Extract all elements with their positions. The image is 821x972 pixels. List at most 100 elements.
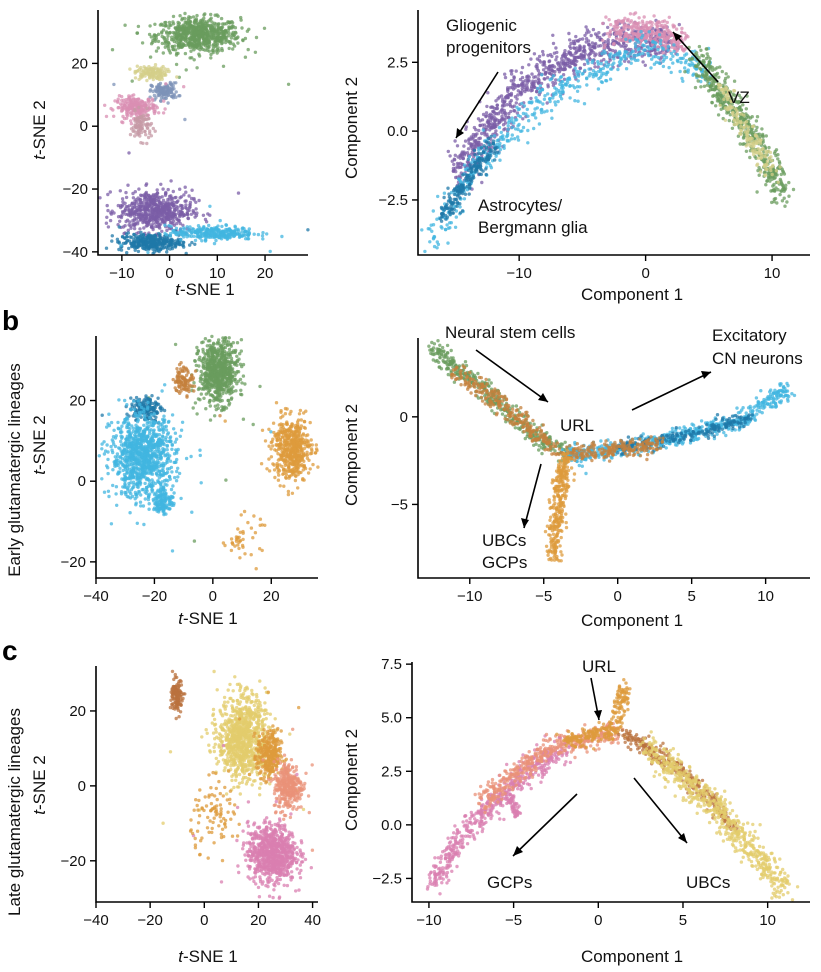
point-a-traj-0-475: [584, 25, 588, 29]
point-a-traj-1-258: [618, 38, 622, 43]
point-a-tsne-5-342: [109, 211, 113, 215]
point-a-tsne-0-285: [188, 56, 192, 60]
point-a-traj-4-152: [727, 118, 731, 123]
point-a-traj-2-445: [510, 125, 514, 130]
point-a-traj-1-50: [637, 16, 641, 20]
point-a-traj-3-178: [458, 202, 462, 206]
point-a-traj-2-438: [594, 73, 598, 78]
point-a-tsne-0-o0: [110, 48, 115, 52]
point-a-traj-5-57: [739, 124, 743, 129]
point-a-tsne-0-414: [227, 46, 231, 51]
point-a-tsne-7-262: [233, 233, 237, 237]
point-a-traj-0-688: [555, 55, 559, 59]
point-a-tsne-5-595: [136, 196, 140, 200]
point-a-traj-2-27: [513, 137, 517, 141]
point-a-traj-4-382: [717, 97, 721, 102]
point-a-traj-2-133: [672, 43, 676, 47]
point-a-traj-4-257: [745, 115, 749, 120]
point-a-tsne-5-522: [162, 204, 166, 209]
point-a-traj-2-256: [516, 138, 521, 142]
point-a-tsne-1-o1: [175, 75, 179, 79]
point-a-traj-4-137: [699, 85, 703, 89]
point-a-traj-2-403: [541, 102, 545, 106]
point-a-tsne-5-258: [183, 199, 187, 203]
point-a-traj-2-129: [423, 249, 427, 254]
point-a-tsne-5-o9: [128, 211, 133, 215]
point-a-traj-0-651: [530, 84, 534, 89]
point-a-tsne-7-254: [212, 241, 217, 246]
point-a-tsne-5-578: [165, 206, 170, 210]
point-a-traj-4-439: [774, 172, 778, 177]
point-a-traj-0-791: [524, 88, 529, 92]
point-a-traj-0-866: [583, 52, 587, 56]
point-a-tsne-0-200: [195, 13, 199, 18]
point-a-traj-0-677: [568, 65, 572, 69]
point-a-traj-4-464: [772, 151, 777, 155]
point-a-traj-0-607: [509, 98, 513, 103]
point-a-tsne-3-206: [140, 107, 144, 111]
point-a-tsne-3-182: [140, 100, 145, 104]
point-a-tsne-4-o0: [146, 126, 150, 130]
point-a-traj-4-203: [710, 100, 714, 105]
point-a-tsne-5-216: [192, 198, 196, 202]
point-a-traj-0-438: [481, 112, 486, 117]
point-a-traj-2-435: [651, 40, 655, 44]
point-a-traj-0-374: [486, 91, 490, 95]
point-a-tsne-0-636: [163, 24, 167, 28]
point-a-tsne-7-245: [243, 229, 248, 234]
point-a-traj-4-483: [738, 142, 742, 146]
point-a-tsne-5-117: [194, 200, 198, 204]
point-a-traj-3-174: [488, 149, 492, 154]
point-a-tsne-3-213: [151, 106, 155, 111]
point-a-traj-2-436: [676, 59, 680, 64]
point-a-traj-5-85: [770, 172, 774, 177]
point-a-traj-4-422: [711, 94, 715, 98]
point-a-traj-2-465: [651, 55, 656, 59]
point-a-tsne-2-108: [157, 93, 161, 98]
point-a-tsne-7-207: [241, 226, 245, 230]
point-a-traj-2-214: [506, 124, 510, 128]
point-a-tsne-7-o5: [119, 243, 123, 247]
point-a-tsne-0-607: [197, 24, 201, 29]
point-a-traj-0-496: [511, 83, 515, 87]
point-a-tsne-0-650: [193, 44, 197, 48]
point-a-tsne-2-101: [170, 94, 174, 99]
point-a-tsne-4-79: [138, 115, 143, 120]
point-a-traj-2-405: [506, 131, 510, 136]
point-a-tsne-6-293: [150, 239, 155, 244]
point-a-traj-2-249: [602, 49, 606, 53]
point-a-tsne-5-305: [132, 218, 137, 222]
point-a-tsne-5-489: [180, 206, 184, 210]
point-a-traj-0-385: [516, 93, 520, 97]
point-a-traj-2-181: [498, 141, 502, 146]
point-a-tsne-3-103: [120, 94, 124, 99]
point-a-traj-0-823: [537, 58, 541, 62]
point-a-traj-5-83: [723, 106, 728, 110]
point-a-traj-0-676: [582, 44, 586, 49]
point-a-tsne-0-419: [164, 30, 169, 34]
point-a-traj-1-236: [672, 24, 677, 28]
point-a-traj-1-142: [667, 15, 671, 19]
point-a-tsne-0-317: [171, 22, 176, 26]
point-a-tsne-0-620: [191, 35, 195, 39]
point-a-tsne-3-199: [151, 98, 155, 103]
point-a-traj-2-319: [608, 77, 613, 81]
point-a-tsne-0-684: [224, 31, 229, 35]
point-a-traj-4-376: [708, 88, 712, 92]
point-a-traj-2-47: [492, 134, 497, 138]
point-a-tsne-5-547: [121, 225, 126, 229]
point-a-tsne-5-348: [108, 190, 113, 194]
point-a-tsne-0-645: [203, 26, 208, 30]
point-a-tsne-3-158: [125, 114, 130, 118]
point-a-tsne-3-193: [127, 107, 132, 111]
point-a-traj-2-461: [634, 37, 638, 41]
point-a-tsne-0-667: [172, 31, 177, 36]
point-a-tsne-5-375: [158, 195, 162, 200]
point-a-tsne-0-583: [200, 19, 204, 23]
point-a-tsne-7-249: [226, 231, 230, 235]
point-a-traj-0-563: [653, 51, 658, 55]
point-a-tsne-3-186: [122, 116, 127, 121]
point-a-traj-2-217: [545, 109, 549, 113]
point-a-traj-3-192: [493, 146, 498, 150]
point-a-tsne-0-497: [161, 51, 165, 55]
